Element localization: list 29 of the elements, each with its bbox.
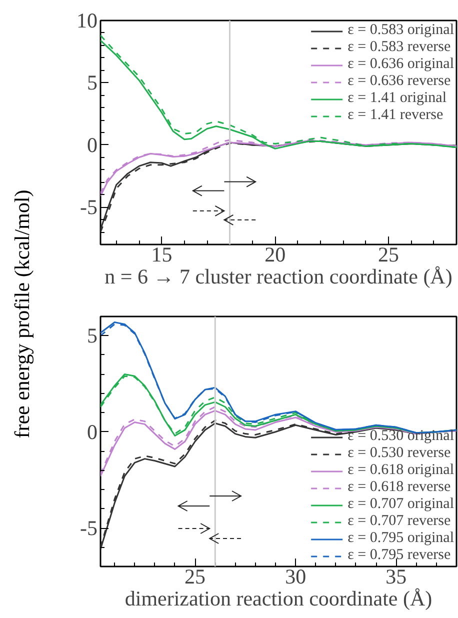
y-tick-label: 0 xyxy=(87,132,98,157)
x-tick-label: 20 xyxy=(264,242,286,266)
x-tick-label: 15 xyxy=(151,242,172,266)
y-tick-label: -5 xyxy=(80,195,98,220)
legend-label: ε = 1.41 reverse xyxy=(348,107,444,124)
legend-label: ε = 0.707 reverse xyxy=(348,513,451,530)
legend-label: ε = 1.41 original xyxy=(348,90,446,107)
legend-label: ε = 0.530 reverse xyxy=(348,445,451,462)
y-tick-label: 10 xyxy=(76,8,98,32)
x-tick-label: 25 xyxy=(378,242,399,266)
x-tick-label: 30 xyxy=(285,564,306,588)
legend-label: ε = 0.707 original xyxy=(348,496,454,513)
y-tick-label: 5 xyxy=(87,324,98,348)
y-tick-label: 5 xyxy=(87,70,98,95)
x-axis-title: n = 6 → 7 cluster reaction coordinate (Å) xyxy=(104,264,452,288)
x-tick-label: 25 xyxy=(184,564,206,588)
y-axis-title: free energy profile (kcal/mol) xyxy=(9,190,35,438)
legend-label: ε = 0.618 original xyxy=(348,462,454,479)
y-tick-label: 0 xyxy=(87,420,98,444)
legend-label: ε = 0.636 original xyxy=(348,56,454,73)
legend-label: ε = 0.618 reverse xyxy=(348,479,451,496)
x-tick-label: 35 xyxy=(386,564,407,588)
legend-label: ε = 0.636 reverse xyxy=(348,73,451,90)
legend-label: ε = 0.795 original xyxy=(348,530,454,547)
y-tick-label: -5 xyxy=(80,516,98,540)
legend-label: ε = 0.583 original xyxy=(348,22,454,39)
legend-label: ε = 0.795 reverse xyxy=(348,547,451,564)
x-axis-title: dimerization reaction coordinate (Å) xyxy=(124,586,432,610)
legend-label: ε = 0.583 reverse xyxy=(348,39,451,56)
